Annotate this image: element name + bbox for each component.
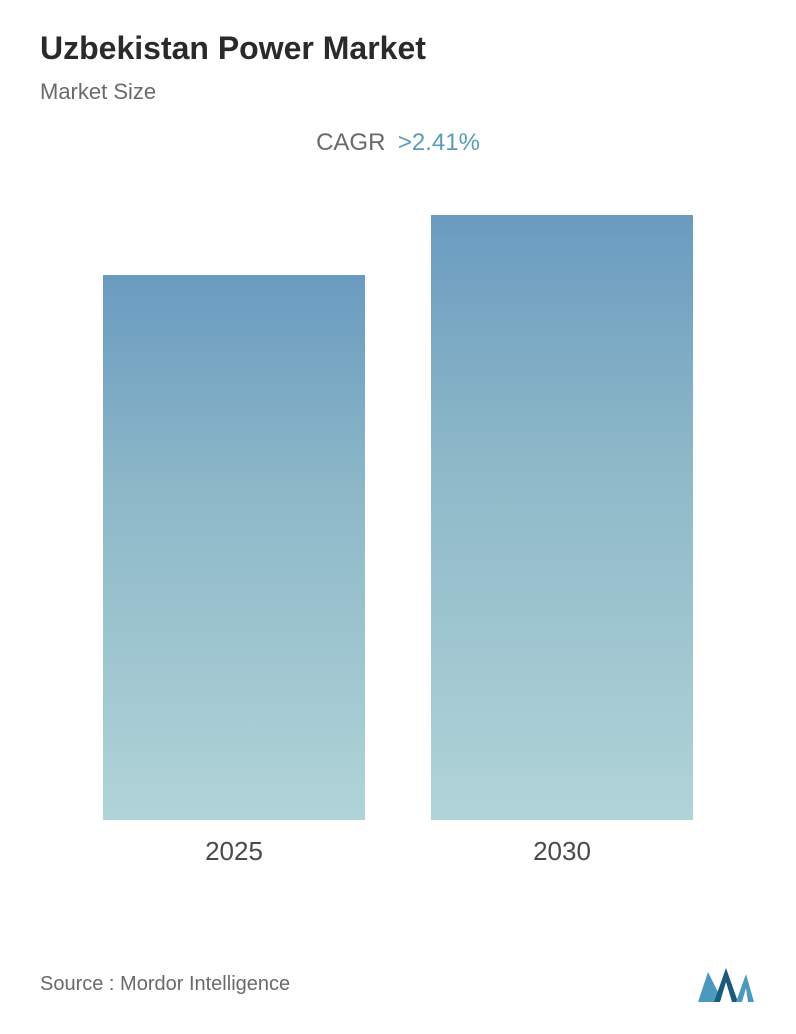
mordor-logo-icon	[696, 964, 756, 1004]
page-title: Uzbekistan Power Market	[40, 30, 756, 67]
bar-2030	[431, 215, 693, 820]
bar-group-2025: 2025	[103, 275, 365, 867]
bar-label-2030: 2030	[533, 836, 591, 867]
footer: Source : Mordor Intelligence	[40, 964, 756, 1004]
bar-label-2025: 2025	[205, 836, 263, 867]
cagr-value: >2.41%	[398, 129, 480, 156]
bar-chart: 2025 2030	[40, 217, 756, 867]
cagr-row: CAGR >2.41%	[40, 129, 756, 157]
page-subtitle: Market Size	[40, 79, 756, 105]
bar-2025	[103, 275, 365, 820]
source-text: Source : Mordor Intelligence	[40, 973, 290, 996]
bar-group-2030: 2030	[431, 215, 693, 867]
cagr-label: CAGR	[316, 129, 385, 156]
